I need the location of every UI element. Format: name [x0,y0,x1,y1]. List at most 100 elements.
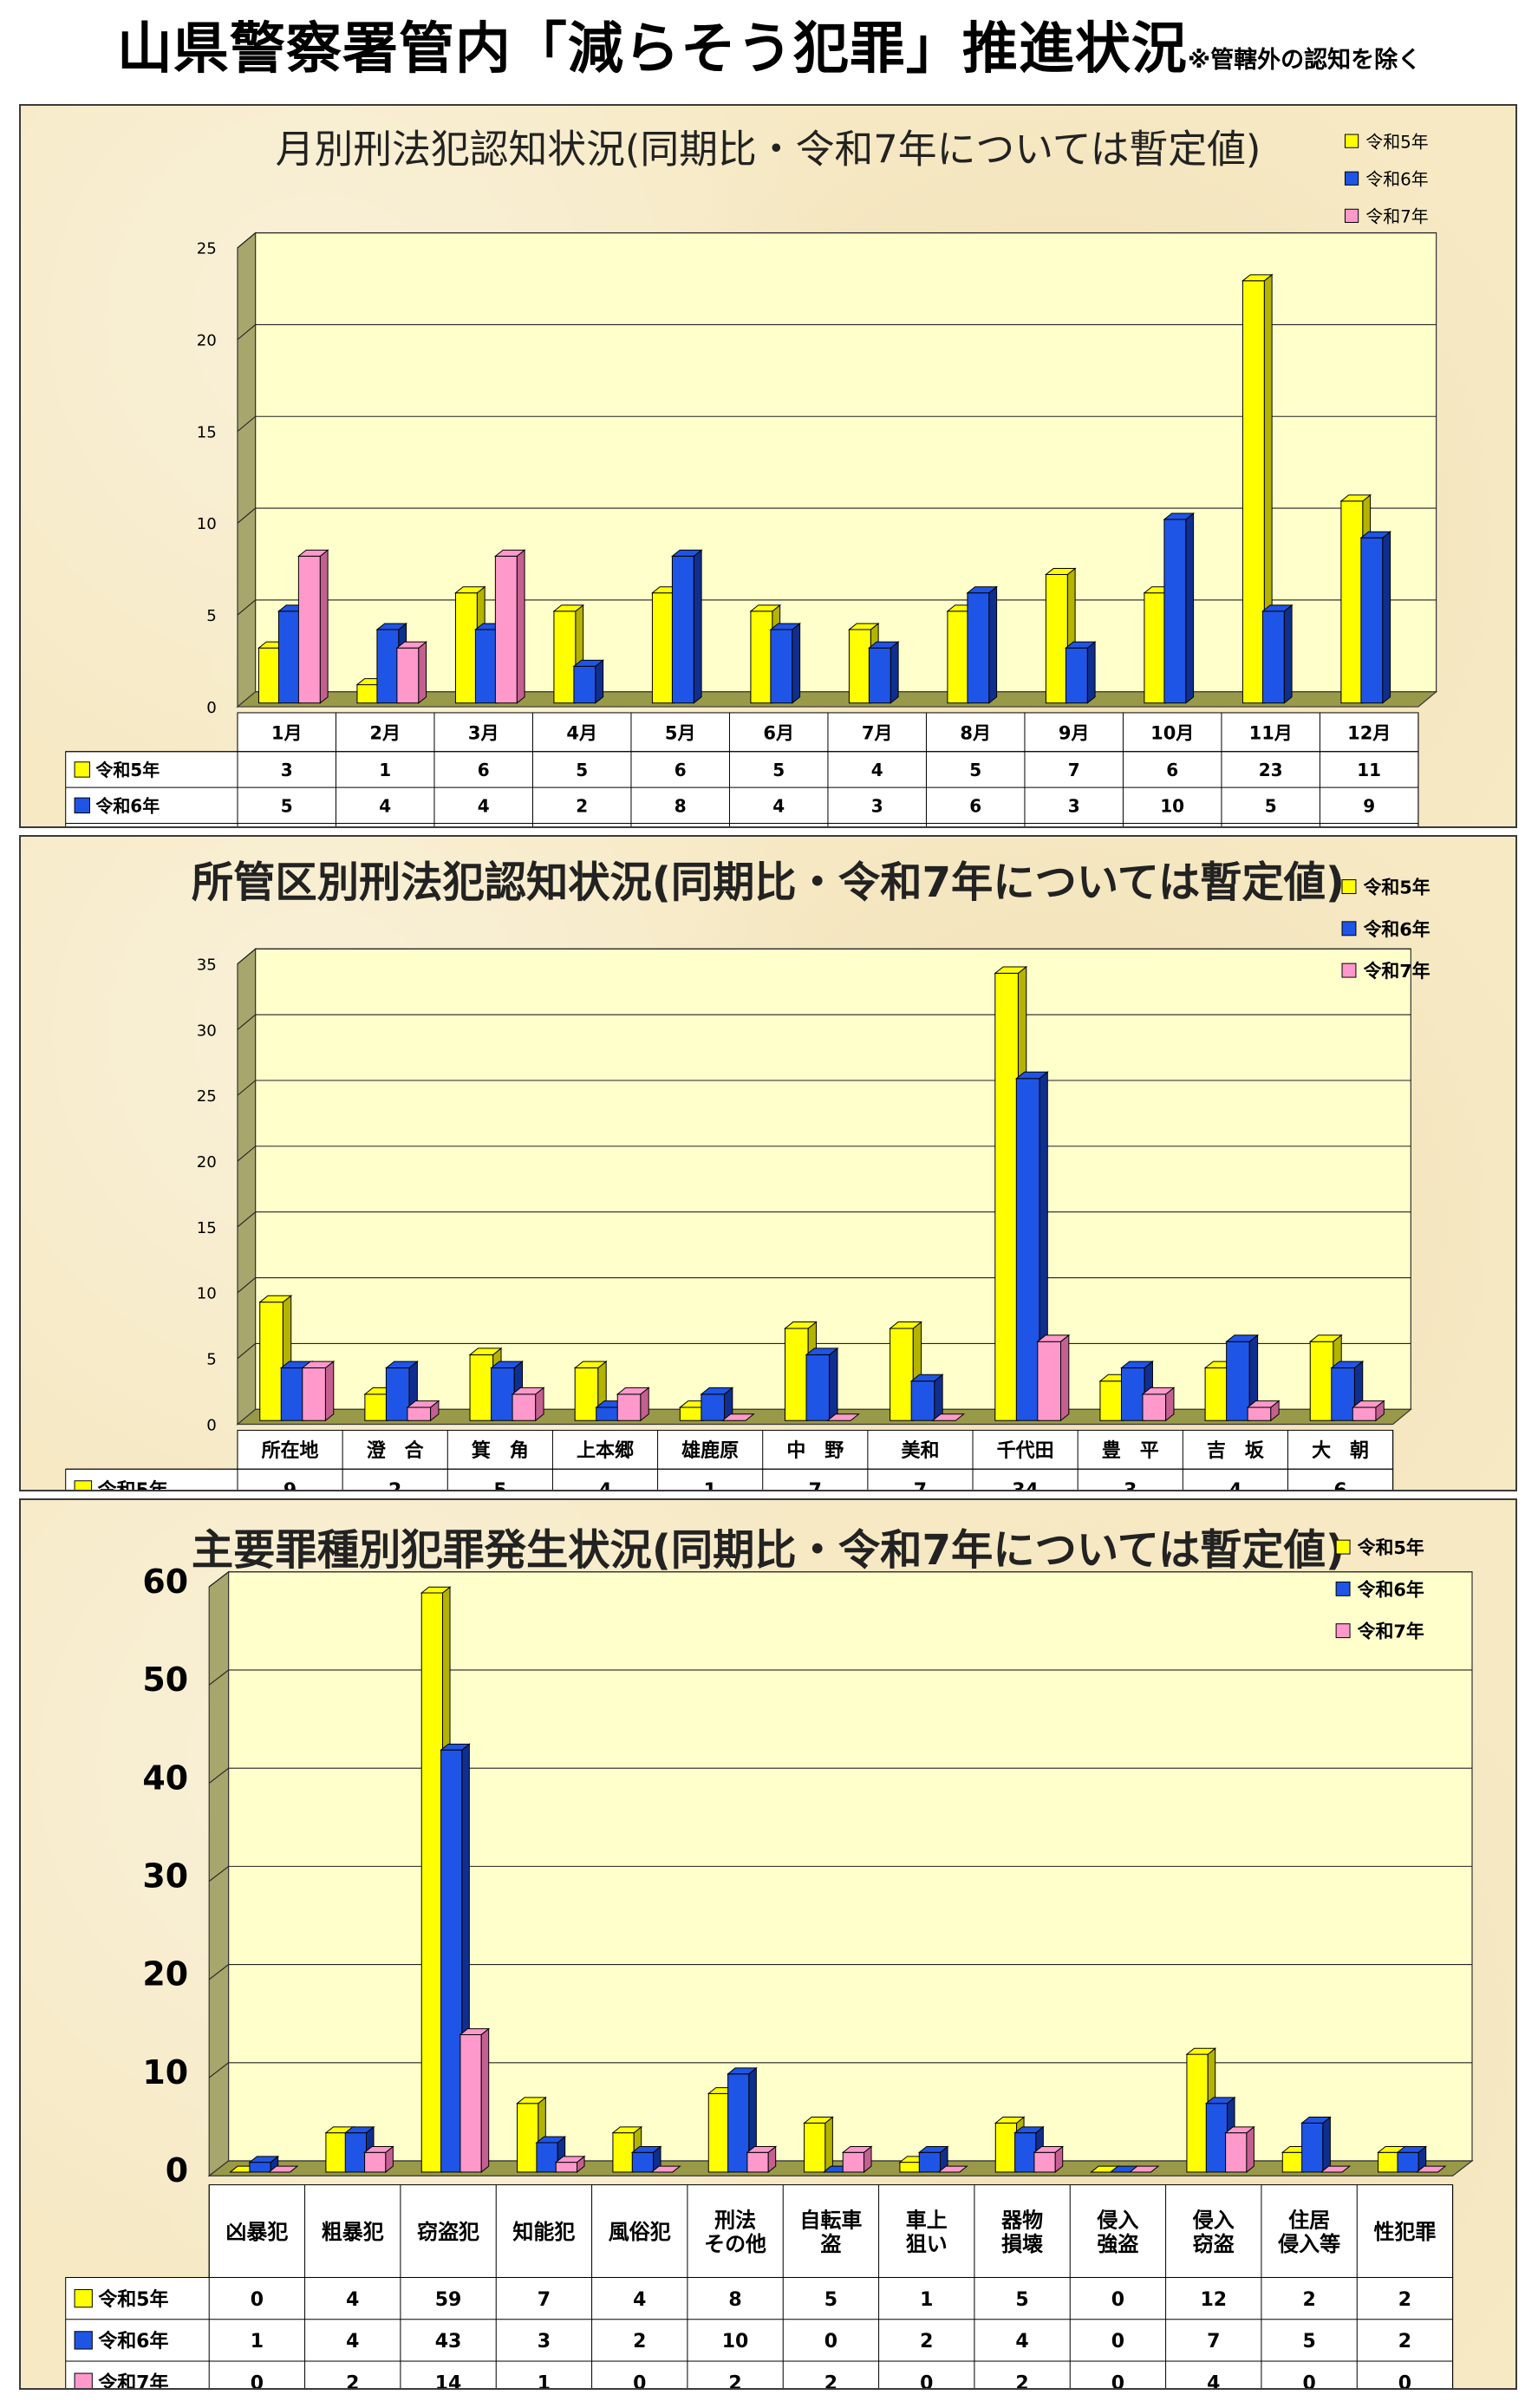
category-label: 箕 角 [472,1439,529,1462]
category-label: 6月 [763,722,794,743]
bar-front [574,1367,599,1421]
bar-1-1-6 [909,1374,944,1422]
data-value: 4 [772,795,785,816]
data-value: 12 [1200,2289,1227,2311]
gridline [237,323,1437,341]
data-value: 5 [493,1480,506,1490]
bar-2-2-3 [554,2155,586,2173]
category-label: 狙い [906,2232,948,2256]
bar-0-1-10 [1261,604,1294,704]
bar-2-2-11 [1320,2165,1352,2173]
bar-top [1185,2047,1217,2055]
data-value: 2 [1398,2331,1411,2353]
data-value: 34 [1012,1480,1039,1490]
series-name: 令和5年 [98,2288,168,2311]
chart-root: 所管区別刑法犯認知状況(同期比・令和7年については暫定値)05101520253… [65,858,1430,1490]
bar-top [1339,494,1372,502]
data-value: 4 [633,2289,646,2311]
bar-2-2-0 [267,2165,299,2173]
y-tick-label: 50 [142,1661,188,1699]
bar-front [616,1393,642,1421]
chart-panel-crime-type: 主要罪種別犯罪発生状況(同期比・令和7年については暫定値) 0 10 20 30 40 50… [19,1498,1517,2390]
plot-side-wall [237,948,257,1426]
data-value: 4 [379,795,391,816]
bar-top [848,623,880,630]
bar-zero [1128,2165,1160,2173]
bar-front [727,2073,750,2173]
category-label: 粗暴犯 [322,2220,384,2244]
bar-top [1225,1335,1260,1342]
bar-side [693,549,702,704]
legend-entry: 令和7年 [1358,1622,1424,1642]
bar-front [651,592,675,704]
bar-zero [931,1413,966,1421]
bar-2-1-11 [1300,2116,1332,2173]
gridline [237,599,1437,616]
bar-1-1-7 [1014,1071,1049,1422]
bar-front [364,2151,387,2173]
bar-front [474,629,498,704]
data-value: 2 [388,1480,401,1490]
gridline [208,1571,1473,1588]
data-value: 6 [1333,1480,1346,1490]
series-name: 令和5年 [98,1479,168,1490]
plot-back-wall [255,948,1411,1410]
bar-front [596,1406,620,1421]
bar-top [616,1387,650,1395]
data-value: 0 [1111,2331,1124,2353]
bar-top [297,549,329,557]
y-tick-label: 25 [197,240,217,258]
bar-front [1065,647,1088,704]
bar-top [805,1348,839,1355]
legend-entry: 令和7年 [1365,206,1428,226]
gridline [237,948,1411,964]
data-value: 14 [435,2373,462,2388]
bar-front [1378,2151,1400,2173]
bar-top [803,2117,834,2124]
bar-top [363,2145,394,2153]
bar-top [700,1387,734,1395]
bar-2-2-7 [937,2165,968,2173]
series-swatch [74,761,90,778]
legend-swatch [1335,1581,1351,1596]
series-swatch [74,2331,93,2350]
data-value: 0 [920,2373,933,2388]
bar-top [611,2126,643,2134]
data-value: 3 [1124,1480,1137,1490]
bar-front [344,2132,368,2173]
y-tick-label: 20 [142,1955,188,1994]
bar-top [258,1295,293,1303]
bar-top [1141,1387,1176,1395]
data-value: 1 [379,760,391,780]
bar-side [1283,604,1293,704]
category-label: 4月 [566,722,597,743]
bar-front [842,2151,865,2173]
bar-front [868,647,891,704]
bar-top [573,1361,608,1369]
bar-0-1-3 [572,659,605,704]
category-label: 3月 [468,722,499,743]
bar-top [966,586,999,594]
category-label: 凶暴犯 [225,2220,288,2244]
category-label: 刑法 [714,2208,756,2232]
bar-front [1331,1367,1355,1421]
page-title: 山県警察署管内「減らそう犯罪」推進状況 [116,17,1188,82]
y-tick-label: 10 [142,2053,188,2092]
data-value: 11 [1357,760,1381,780]
bar-top [1036,1335,1071,1342]
bar-top [440,1743,471,1751]
data-value: 0 [1111,2289,1124,2311]
data-value: 0 [1302,2373,1315,2388]
bar-1-1-8 [1120,1361,1154,1422]
bar-top [468,1348,503,1355]
bar-front [469,1354,494,1421]
data-value: 3 [871,795,883,816]
y-tick-label: 20 [197,1153,217,1171]
bar-top [406,1400,440,1408]
bar-2-0-3 [516,2096,547,2173]
chart-title: 所管区別刑法犯認知状況(同期比・令和7年については暫定値) [192,858,1345,907]
bar-front [804,2122,826,2173]
bar-top [1396,2145,1428,2153]
